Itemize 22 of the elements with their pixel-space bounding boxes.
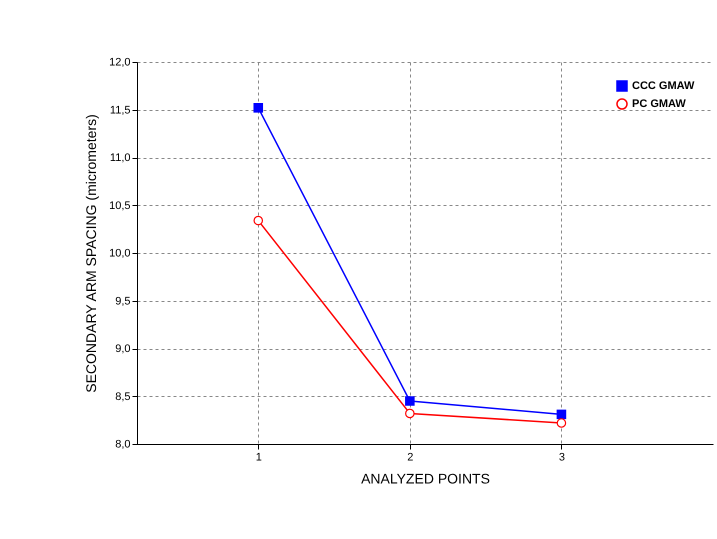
y-tick-label: 11,0: [110, 152, 130, 164]
x-tick-label: 3: [558, 452, 565, 464]
y-tick-label: 8,5: [115, 390, 130, 403]
y-tick-label: 12,0: [109, 56, 130, 68]
y-tick-label: 11,5: [110, 104, 130, 116]
x-axis-title: ANALYZED POINTS: [361, 470, 490, 486]
point: [253, 216, 264, 226]
legend-label: PC GMAW: [632, 98, 686, 110]
legend-label: CCC GMAW: [632, 80, 695, 92]
point: [253, 103, 264, 113]
y-tick-label: 9,0: [115, 343, 130, 355]
x-tick-label: 2: [407, 452, 414, 464]
x-tick-label: 1: [256, 452, 262, 464]
y-tick-label: 10,5: [109, 200, 130, 212]
y-axis-title: SECONDARY ARM SPACING (micrometers): [83, 114, 100, 393]
point: [405, 396, 415, 406]
point: [405, 408, 415, 418]
y-tick-label: 10,0: [109, 248, 130, 260]
point: [556, 410, 566, 420]
y-tick-label: 8,0: [115, 438, 130, 450]
y-tick-label: 9,5: [115, 295, 130, 308]
point: [556, 418, 566, 428]
